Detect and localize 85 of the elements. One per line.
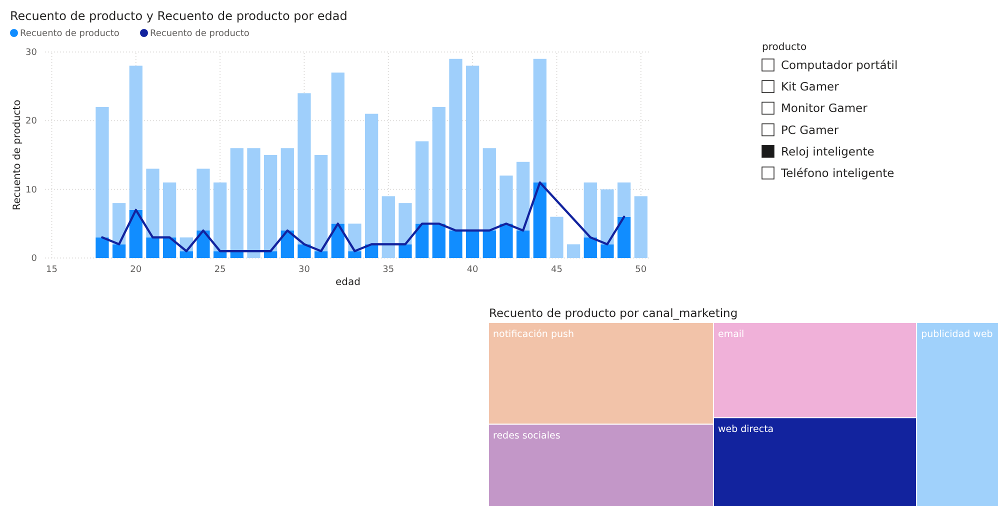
y-tick-label: 10 bbox=[26, 185, 38, 196]
category-label: Reloj inteligente bbox=[781, 144, 874, 158]
legend-label: Recuento de producto bbox=[20, 29, 120, 39]
bar bbox=[247, 148, 260, 258]
bar bbox=[264, 155, 278, 252]
bar bbox=[348, 251, 362, 258]
y-tick-label: 20 bbox=[26, 116, 38, 127]
bar bbox=[449, 58, 462, 231]
bar bbox=[584, 237, 597, 258]
category-label: PC Gamer bbox=[781, 122, 839, 137]
bar bbox=[466, 66, 480, 231]
category-label: publicidad web bbox=[921, 329, 993, 340]
legend-title: producto bbox=[762, 42, 807, 53]
bar bbox=[600, 189, 614, 244]
category-label: email bbox=[718, 329, 744, 340]
bar bbox=[180, 251, 193, 258]
bar bbox=[214, 251, 227, 258]
line-series bbox=[101, 181, 626, 252]
bar bbox=[264, 251, 278, 258]
y-tick-label: 0 bbox=[31, 254, 38, 264]
bar bbox=[314, 251, 328, 258]
bar bbox=[432, 224, 446, 258]
category-label: web directa bbox=[718, 424, 774, 436]
category-label: Teléfono inteligente bbox=[780, 166, 894, 180]
x-tick-label: 20 bbox=[130, 265, 142, 275]
x-tick-label: 40 bbox=[466, 265, 479, 275]
bar bbox=[533, 58, 546, 182]
bar bbox=[600, 244, 614, 258]
bar bbox=[482, 230, 496, 258]
bar bbox=[298, 244, 311, 258]
bar bbox=[365, 114, 378, 244]
bar bbox=[230, 148, 244, 252]
x-axis-title: edad bbox=[336, 277, 360, 288]
bar bbox=[516, 230, 530, 258]
x-tick-label: 50 bbox=[635, 265, 647, 275]
bar bbox=[500, 176, 513, 224]
bar bbox=[96, 237, 109, 258]
x-tick-label: 45 bbox=[551, 265, 562, 275]
text: Recuento de producto por canal_marketing bbox=[489, 306, 738, 320]
bar bbox=[163, 237, 176, 258]
category-label: notificación push bbox=[493, 329, 574, 340]
bar bbox=[163, 182, 176, 238]
bar bbox=[618, 216, 631, 258]
y-axis-title: Recuento de producto bbox=[12, 100, 23, 210]
bar bbox=[533, 182, 546, 258]
bar bbox=[382, 196, 395, 258]
x-tick-label: 15 bbox=[46, 265, 58, 275]
bar bbox=[112, 244, 126, 258]
bar bbox=[129, 66, 142, 210]
bar bbox=[146, 168, 160, 238]
bar bbox=[398, 244, 412, 258]
category-label: Kit Gamer bbox=[781, 80, 840, 94]
bar bbox=[516, 162, 530, 231]
legend-label: Recuento de producto bbox=[150, 29, 250, 39]
bar bbox=[449, 230, 462, 258]
bar bbox=[96, 106, 109, 238]
bar bbox=[584, 182, 597, 238]
bar bbox=[482, 148, 496, 231]
chart-title: Recuento de producto y Recuento de producto por edad bbox=[10, 9, 348, 23]
bar bbox=[112, 203, 126, 244]
bar bbox=[500, 224, 513, 258]
bar bbox=[280, 148, 294, 231]
bar bbox=[146, 237, 160, 258]
x-tick-label: 25 bbox=[214, 265, 226, 275]
bar bbox=[331, 72, 344, 224]
bar bbox=[129, 210, 142, 258]
x-tick-label: 30 bbox=[298, 265, 310, 275]
bar bbox=[618, 182, 631, 217]
bar bbox=[214, 182, 227, 252]
bar bbox=[466, 230, 480, 258]
bar bbox=[298, 93, 311, 244]
bar bbox=[416, 224, 429, 258]
bar bbox=[550, 216, 564, 258]
bar bbox=[432, 106, 446, 224]
bar bbox=[314, 155, 328, 252]
bar bbox=[398, 203, 412, 244]
category-label: Computador portátil bbox=[781, 58, 898, 72]
bar bbox=[567, 244, 580, 258]
category-label: Monitor Gamer bbox=[781, 101, 868, 116]
bar bbox=[196, 168, 210, 231]
bar bbox=[416, 141, 429, 224]
category-label: redes sociales bbox=[493, 430, 560, 442]
bar bbox=[634, 196, 648, 258]
y-tick-label: 30 bbox=[26, 48, 38, 58]
x-tick-label: 35 bbox=[382, 265, 394, 275]
